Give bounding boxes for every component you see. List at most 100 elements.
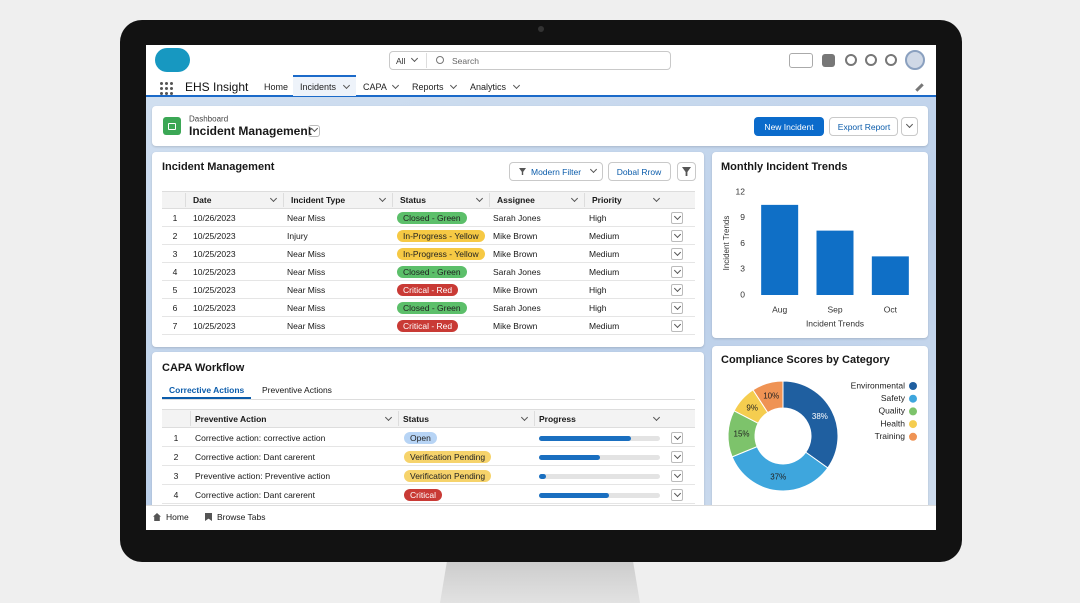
column-divider [534,411,535,426]
search-scope-divider [426,53,427,68]
footer [146,505,936,530]
row-action[interactable] [671,320,683,332]
row-action[interactable] [671,470,683,482]
app-launcher-dot [165,92,168,95]
object-label: Dashboard [189,114,229,124]
column-header[interactable]: Date [193,195,212,205]
row-number: 2 [173,452,179,462]
row-action[interactable] [671,451,683,463]
row-number: 7 [172,321,178,331]
primary-button[interactable] [754,117,824,136]
row-number: 4 [173,490,179,500]
date-cell: 10/25/2023 [193,267,236,277]
avatar[interactable] [905,50,925,70]
active-tab-underline [162,397,251,399]
page-title: Incident Management [189,124,312,138]
capa-tab[interactable]: Preventive Actions [262,385,332,395]
assignee-cell: Sarah Jones [493,303,541,313]
monitor-stand [440,555,640,603]
row-divider [162,244,695,245]
column-header[interactable]: Assignee [497,195,535,205]
type-cell: Near Miss [287,249,326,259]
type-cell: Injury [287,231,308,241]
row-number: 4 [172,267,178,277]
search-box[interactable] [389,51,671,70]
type-cell: Near Miss [287,303,326,313]
date-cell: 10/25/2023 [193,231,236,241]
row-divider [162,226,695,227]
row-divider [162,484,695,485]
row-number: 2 [172,231,178,241]
assignee-cell: Mike Brown [493,231,538,241]
donut-chart-card [712,346,928,512]
title-dropdown[interactable] [308,125,320,137]
favorites-icon[interactable] [789,53,813,68]
button-label[interactable]: New Incident [764,122,814,132]
status-pill: Critical [404,489,442,501]
add-icon[interactable] [822,54,835,67]
header-icon[interactable] [865,54,877,66]
row-action[interactable] [671,248,683,260]
row-number: 3 [172,249,178,259]
filter-icon-button[interactable] [677,162,696,181]
button-label[interactable]: Export Report [837,122,891,132]
button-label[interactable]: Dobal Rrow [616,167,662,177]
row-action[interactable] [671,230,683,242]
status-pill: Critical - Red [397,284,459,296]
assignee-cell: Mike Brown [493,285,538,295]
column-header[interactable]: Status [403,414,429,424]
row-button[interactable] [608,162,671,181]
progress-bar [539,454,600,460]
row-divider [162,503,695,504]
footer-item[interactable]: Browse Tabs [217,512,266,522]
action-cell: Preventive action: Preventive action [195,471,331,481]
column-divider [190,411,191,426]
nav-tab[interactable]: Incidents [300,82,337,92]
header-icon[interactable] [845,54,857,66]
nav-tab[interactable]: CAPA [363,82,387,92]
column-divider [489,193,490,207]
header-icon[interactable] [885,54,897,66]
row-action[interactable] [671,284,683,296]
filter-button[interactable] [509,162,603,181]
row-divider [162,334,695,335]
status-pill: Closed - Green [397,212,467,224]
row-action[interactable] [671,266,683,278]
secondary-button[interactable] [829,117,898,136]
bar-chart-card [712,152,928,338]
column-divider [185,193,186,207]
row-number: 1 [173,433,179,443]
status-pill: Closed - Green [397,302,467,314]
nav-tab[interactable]: Home [264,82,289,92]
logo [155,48,190,72]
funnel-icon [682,167,691,176]
app-name: EHS Insight [185,80,249,94]
column-divider [283,193,284,207]
column-header[interactable]: Incident Type [291,195,346,205]
row-action[interactable] [671,432,683,444]
date-cell: 10/25/2023 [193,285,236,295]
assignee-cell: Sarah Jones [493,213,541,223]
priority-cell: High [589,285,607,295]
column-header[interactable]: Status [400,195,426,205]
row-action[interactable] [671,302,683,314]
search-scope[interactable]: All [396,56,406,66]
home-icon [153,513,161,521]
column-header[interactable]: Progress [539,414,576,424]
column-header[interactable]: Priority [592,195,622,205]
table-header [162,409,695,428]
nav-tab[interactable]: Reports [412,82,444,92]
row-action[interactable] [671,212,683,224]
type-cell: Near Miss [287,213,326,223]
footer-item[interactable]: Home [166,512,189,522]
type-cell: Near Miss [287,321,326,331]
menu-button[interactable] [901,117,918,136]
app-launcher-dot [170,82,173,85]
button-label[interactable]: Modern Filter [531,167,582,177]
row-action[interactable] [671,489,683,501]
browse-icon [205,513,212,521]
capa-tab[interactable]: Corrective Actions [169,385,245,395]
column-header[interactable]: Preventive Action [195,414,267,424]
nav-tab[interactable]: Analytics [470,82,507,92]
